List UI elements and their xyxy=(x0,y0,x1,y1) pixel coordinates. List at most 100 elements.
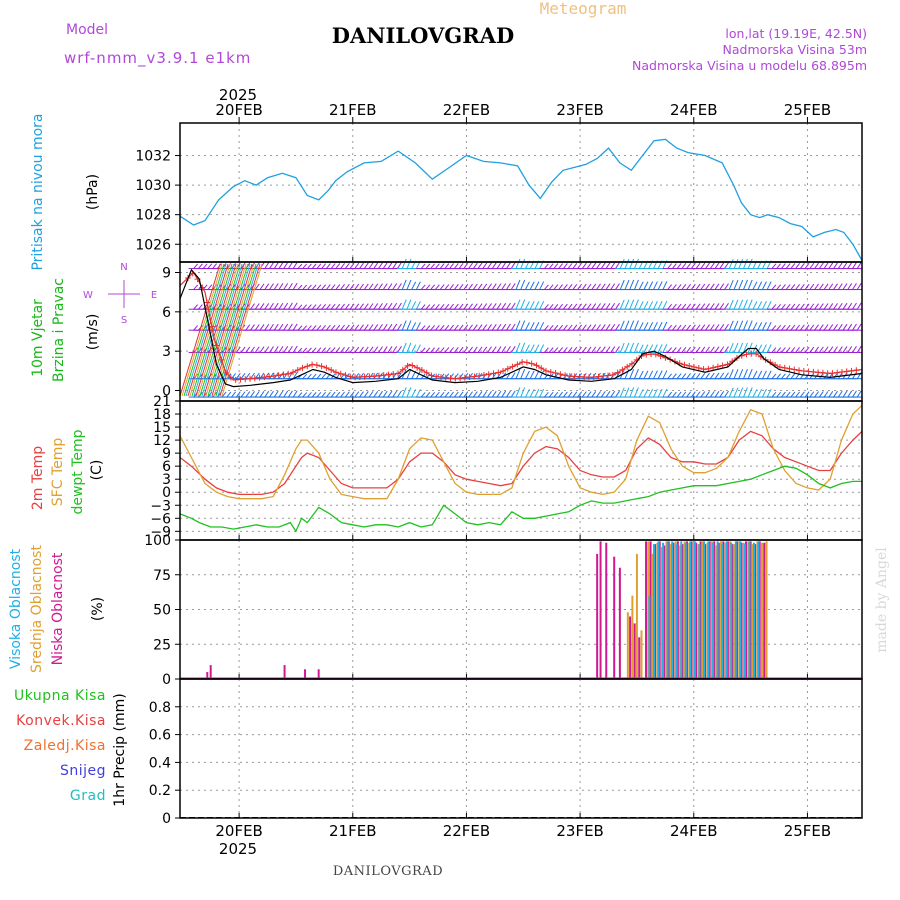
wind-barb xyxy=(776,284,782,290)
wind-barb xyxy=(477,283,483,290)
wind-barb xyxy=(837,346,843,353)
wind-barb xyxy=(496,390,502,398)
wind-barb xyxy=(724,262,729,269)
wind-barb xyxy=(671,347,677,353)
wind-barb xyxy=(733,279,739,290)
wind-barb xyxy=(444,263,450,269)
wind-barb xyxy=(340,391,345,398)
wind-gust-marker xyxy=(786,365,793,372)
wind-barb xyxy=(254,391,260,398)
wind-barb xyxy=(283,346,289,353)
wind-barb xyxy=(648,344,654,353)
wind-barb xyxy=(785,324,791,331)
wind-barb xyxy=(520,279,526,290)
wind-barbs xyxy=(188,258,863,398)
wind-hatch-line xyxy=(207,263,249,397)
wind-hatch-line xyxy=(201,263,243,397)
wind-barb xyxy=(240,391,246,398)
temp-side-labels: 2m Temp SFC Temp dewpt Temp (C) xyxy=(30,429,105,514)
wind-barb xyxy=(363,346,369,353)
wind-barb xyxy=(757,370,763,379)
wind-barb xyxy=(273,283,279,290)
wind-hatch-line xyxy=(187,263,229,397)
wind-barb xyxy=(311,284,317,290)
wind-barb xyxy=(420,304,426,310)
wind-barb xyxy=(453,263,459,269)
wind-barb xyxy=(681,373,687,380)
wind-barb xyxy=(501,346,507,353)
wind-barb xyxy=(624,342,630,353)
wind-barb xyxy=(828,262,834,269)
wind-barb xyxy=(378,346,383,353)
wind-barb xyxy=(818,283,824,290)
wind-barb xyxy=(292,282,298,290)
wind-barb xyxy=(363,391,369,398)
wind-gust-marker xyxy=(289,369,296,376)
wind-barb xyxy=(434,325,440,331)
wind-barb xyxy=(373,391,379,398)
wind-barb xyxy=(193,284,199,290)
wind-barb xyxy=(747,342,753,353)
wind-barb xyxy=(330,284,336,290)
wind-barb xyxy=(259,303,265,310)
wind-barb xyxy=(596,283,601,290)
wind-barb xyxy=(648,322,654,331)
wind-gust-marker xyxy=(719,362,726,369)
wind-barb xyxy=(515,320,521,331)
wind-gust-marker xyxy=(251,375,258,382)
wind-barb xyxy=(605,262,611,269)
wind-gust-marker xyxy=(414,364,421,371)
wind-gust-marker xyxy=(705,365,712,372)
wind-barb xyxy=(373,346,379,353)
wind-barb xyxy=(297,284,303,290)
wind-barb xyxy=(520,320,526,331)
wind-hatch-line xyxy=(217,263,259,397)
wind-barb xyxy=(847,283,853,290)
wind-barb xyxy=(415,344,421,353)
wind-barb xyxy=(667,391,673,398)
wind-barb xyxy=(496,346,502,353)
wind-barb xyxy=(544,391,549,398)
wind-barb xyxy=(491,303,497,310)
wind-gust-marker xyxy=(500,367,507,374)
wind-barb xyxy=(501,302,507,310)
wind-barb xyxy=(629,387,635,398)
wind-barb xyxy=(615,346,620,353)
wind-barb xyxy=(833,346,838,353)
wind-barb xyxy=(288,323,293,331)
wind-barb xyxy=(757,322,763,331)
top-date-label: 25FEB xyxy=(784,101,831,119)
y-tick-label: 1032 xyxy=(135,149,171,165)
wind-barb xyxy=(340,324,345,331)
wind-barb xyxy=(472,303,478,310)
wind-barb xyxy=(254,324,260,331)
wind-barb xyxy=(728,259,734,269)
top-date-axis: 20FEB 21FEB 22FEB 23FEB 24FEB 25FEB xyxy=(215,101,831,123)
wind-barb xyxy=(847,390,853,398)
series-line-2m-temp xyxy=(179,430,863,496)
wind-barb xyxy=(610,262,616,269)
wind-barb xyxy=(463,324,469,331)
wind-barb xyxy=(207,284,213,290)
y-tick-label: 0.8 xyxy=(149,700,171,716)
wind-barb xyxy=(695,391,701,398)
wind-barb xyxy=(506,346,511,353)
wind-barb xyxy=(700,262,706,269)
wind-barb xyxy=(852,283,857,290)
wind-barb xyxy=(761,322,767,331)
wind-barb xyxy=(415,370,421,379)
wind-barb xyxy=(363,283,369,290)
wind-barb xyxy=(544,325,549,331)
wind-barb xyxy=(671,263,677,269)
wind-barb xyxy=(325,391,331,398)
wind-hatch-line xyxy=(215,263,257,397)
wind-gust-marker xyxy=(628,360,635,367)
y-tick-label: 0 xyxy=(162,672,171,688)
y-tick-label: 0 xyxy=(162,811,171,827)
wind-barb xyxy=(667,347,673,353)
wind-barb xyxy=(724,346,729,353)
wind-barb xyxy=(799,303,805,310)
wind-barb xyxy=(605,283,611,290)
station-title: DANILOVGRAD xyxy=(332,23,514,48)
